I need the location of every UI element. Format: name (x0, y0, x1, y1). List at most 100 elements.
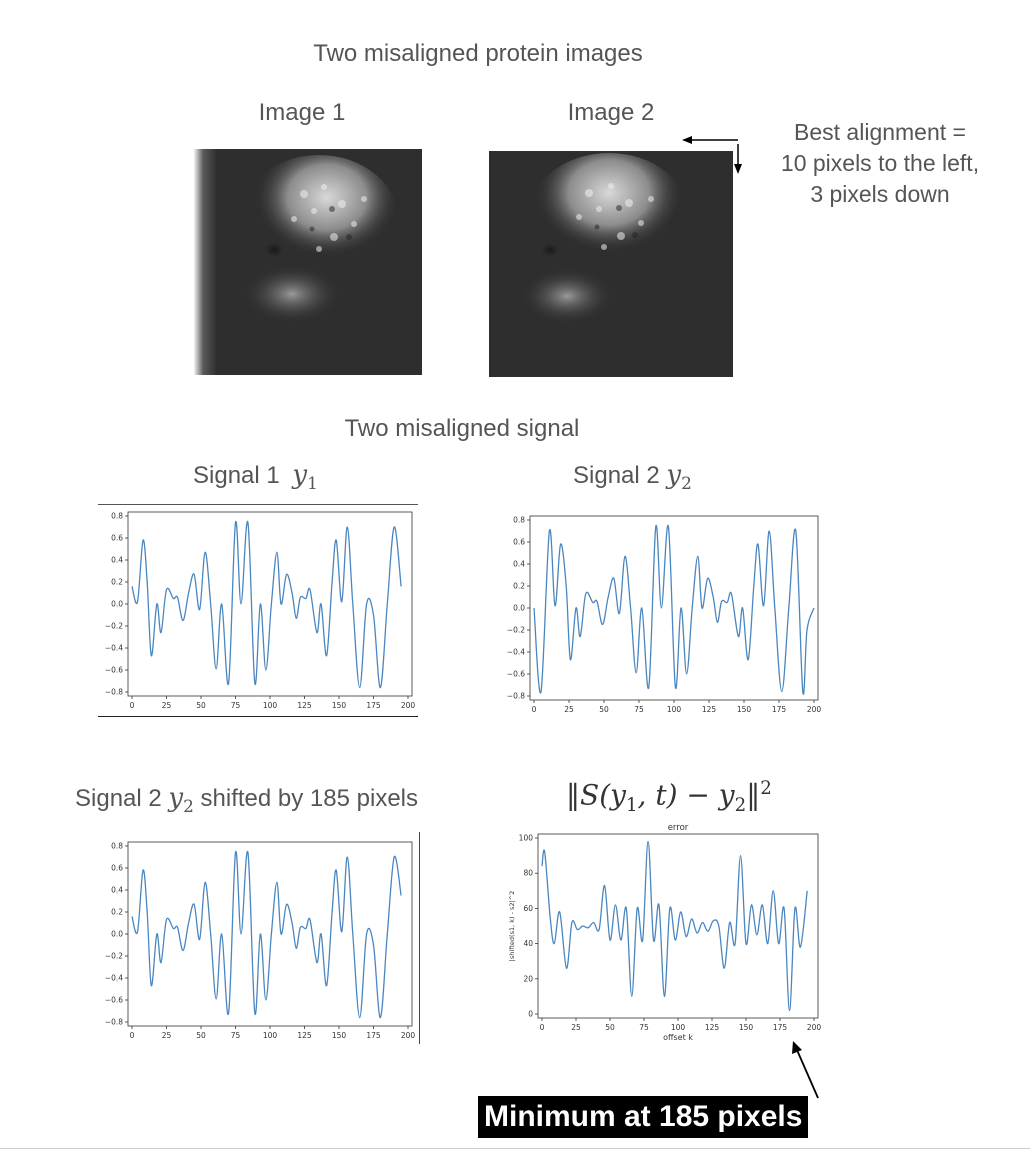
error-formula-part-6: y (718, 778, 735, 812)
divider-shifted-right (419, 832, 420, 1044)
shifted-var: y (168, 783, 184, 813)
shifted-ytick-label-8: 0.8 (111, 842, 123, 851)
signal1-label: Signal 1 y1 (193, 460, 318, 493)
signal2-ytick-label-8: 0.8 (513, 516, 525, 525)
page-title: Two misaligned protein images (313, 40, 643, 67)
signal1-sub: 1 (307, 473, 318, 494)
signal2-xtick-label-0: 0 (532, 705, 537, 714)
error-xtick-label-8: 200 (807, 1023, 822, 1032)
shifted-ytick-label-6: 0.4 (111, 886, 123, 895)
alignment-note-line-2: 10 pixels to the left, (780, 150, 980, 176)
shifted-xtick-label-0: 0 (130, 1031, 135, 1040)
error-formula-part-1: S (580, 778, 600, 812)
error-formula-part-4: 1 (625, 794, 638, 816)
shifted-symbol: y2 (168, 783, 194, 817)
error-xtick-label-2: 50 (605, 1023, 615, 1032)
signal1-frame (127, 511, 413, 697)
error-formula: ‖S(y1, t) − y2‖2 (566, 778, 772, 816)
signal2-xtick-label-5: 125 (702, 705, 717, 714)
signal1-ytick-label-2: −0.4 (105, 644, 123, 653)
signal2-xtick-label-6: 150 (737, 705, 752, 714)
signal2-var: y (666, 460, 682, 490)
error-title: error (668, 823, 689, 833)
protein-image-2 (489, 151, 733, 377)
signal1-xtick-label-8: 200 (401, 701, 416, 710)
signals-section-title: Two misaligned signal (344, 415, 580, 442)
shifted-ytick-label-7: 0.6 (111, 864, 123, 873)
error-xlabel: offset k (663, 1033, 693, 1042)
error-ytick-label-1: 20 (523, 974, 533, 983)
error-formula-part-9: 2 (760, 778, 772, 799)
signal2-ytick-label-3: −0.2 (507, 626, 525, 635)
shifted-frame (127, 841, 413, 1027)
image2-label: Image 2 (567, 99, 655, 126)
shifted-ytick-label-0: −0.8 (105, 1018, 123, 1027)
shifted-plot: −0.8 −0.6 −0.4 −0.2 0.0 0.2 0.4 0.6 0.8 0 25 50 75 10… (98, 836, 420, 1046)
shifted-ytick-label-3: −0.2 (105, 952, 123, 961)
shifted-xtick-label-4: 100 (263, 1031, 278, 1040)
error-formula-part-8: ‖ (746, 778, 761, 812)
shifted-xtick-label-5: 125 (297, 1031, 312, 1040)
signal1-xtick-label-2: 50 (196, 701, 206, 710)
error-ytick-label-5: 100 (519, 834, 534, 843)
error-xtick-label-7: 175 (773, 1023, 788, 1032)
signal2-label-text: Signal 2 (573, 462, 660, 489)
signal2-ytick-label-1: −0.6 (507, 670, 525, 679)
error-ylabel: |shifted(s1, k) - s2|^2 (508, 891, 516, 962)
signal2-sub: 2 (681, 473, 692, 494)
error-xtick-label-0: 0 (540, 1023, 545, 1032)
error-formula-part-0: ‖ (566, 778, 580, 812)
shifted-xtick-label-6: 150 (332, 1031, 347, 1040)
signal2-ytick-label-0: −0.8 (507, 692, 525, 701)
divider-signal1-top (98, 504, 418, 505)
error-xtick-label-5: 125 (705, 1023, 720, 1032)
shifted-ytick-label-4: 0.0 (111, 930, 123, 939)
signal2-xtick-label-1: 25 (564, 705, 574, 714)
signal1-series-line (131, 520, 402, 689)
signal2-ytick-label-5: 0.2 (513, 582, 525, 591)
signal1-ytick-label-3: −0.2 (105, 622, 123, 631)
signal1-ytick-label-0: −0.8 (105, 688, 123, 697)
signal1-ytick-label-6: 0.4 (111, 556, 123, 565)
signal2-ytick-label-2: −0.4 (507, 648, 525, 657)
signal1-xtick-label-4: 100 (263, 701, 278, 710)
error-xtick-label-6: 150 (739, 1023, 754, 1032)
error-series-line (541, 840, 808, 1012)
error-formula-part-7: 2 (734, 794, 747, 816)
shifted-ytick-label-2: −0.4 (105, 974, 123, 983)
shifted-label-pre: Signal 2 (75, 785, 162, 812)
callout-arrow-icon (792, 1041, 819, 1099)
bottom-divider (0, 1148, 1030, 1149)
shifted-xtick-label-1: 25 (162, 1031, 172, 1040)
signal1-xtick-label-5: 125 (297, 701, 312, 710)
error-formula-part-5: , t) − (637, 778, 719, 812)
signal2-ytick-label-6: 0.4 (513, 560, 525, 569)
signal1-xtick-label-1: 25 (162, 701, 172, 710)
shifted-xtick-label-7: 175 (366, 1031, 381, 1040)
signal2-xtick-label-2: 50 (599, 705, 609, 714)
alignment-arrows-icon (682, 136, 742, 174)
shifted-xtick-label-2: 50 (196, 1031, 206, 1040)
signal1-ytick-label-4: 0.0 (111, 600, 123, 609)
signal1-plot: −0.8 −0.6 −0.4 −0.2 0.0 0.2 0.4 0.6 0.8 0 25 50 75 10… (98, 506, 420, 716)
error-ytick-label-3: 60 (523, 904, 533, 913)
shifted-ytick-label-5: 0.2 (111, 908, 123, 917)
error-xtick-label-1: 25 (571, 1023, 581, 1032)
minimum-callout: Minimum at 185 pixels (478, 1096, 809, 1138)
signal2-xtick-label-7: 175 (772, 705, 787, 714)
signal2-label: Signal 2 y2 (573, 460, 692, 493)
signal2-series-line (533, 524, 815, 695)
shifted-signal-label: Signal 2 y2 shifted by 185 pixels (75, 783, 418, 816)
shifted-series-line (131, 850, 402, 1019)
protein-image-1 (194, 149, 422, 375)
error-plot: 0 20 40 60 80 100 0 25 50 75 100 125 150 175 200 error o… (494, 816, 824, 1048)
signal1-ytick-label-7: 0.6 (111, 534, 123, 543)
shifted-xtick-label-8: 200 (401, 1031, 416, 1040)
error-ytick-label-0: 0 (528, 1010, 533, 1019)
shifted-sub: 2 (183, 796, 194, 817)
signal2-symbol: y2 (666, 460, 692, 494)
signal1-xtick-label-6: 150 (332, 701, 347, 710)
shifted-xtick-label-3: 75 (231, 1031, 241, 1040)
signal2-xtick-label-3: 75 (634, 705, 644, 714)
signal1-ytick-label-8: 0.8 (111, 512, 123, 521)
